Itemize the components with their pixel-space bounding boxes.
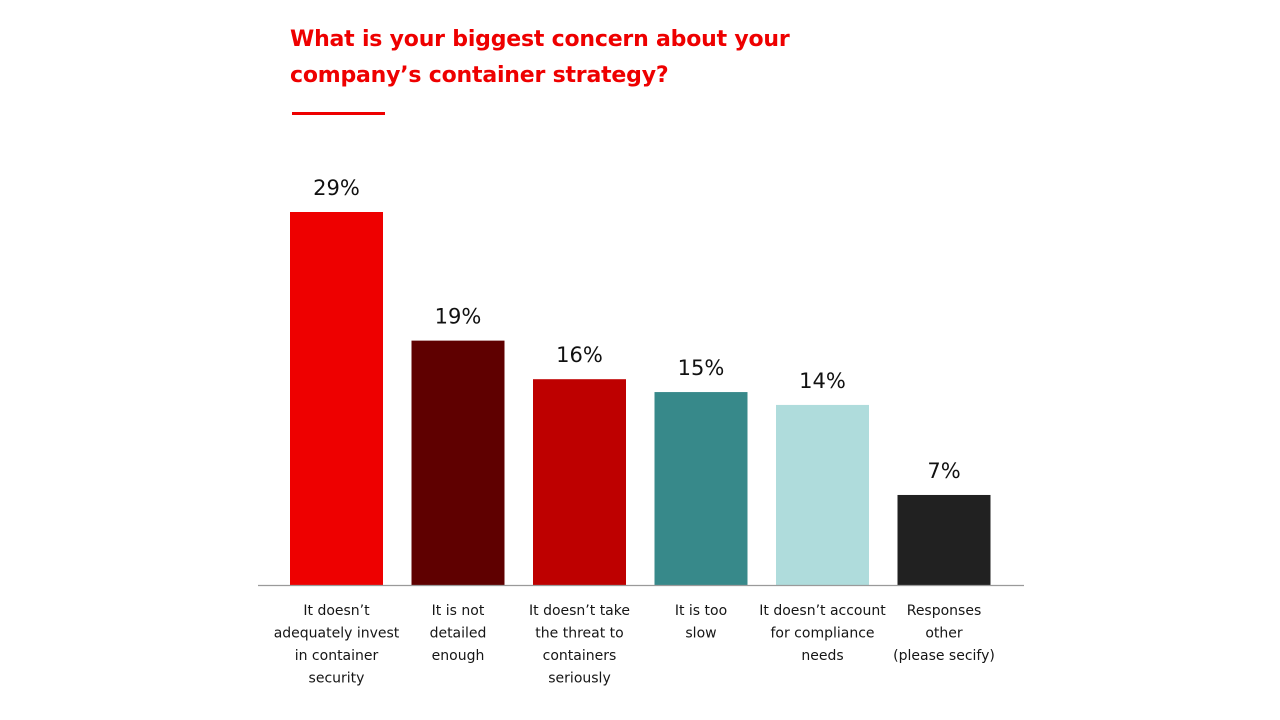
category-label-line: It is too — [675, 603, 727, 619]
category-label-line: the threat to — [535, 626, 623, 642]
category-label-line: containers — [543, 648, 617, 664]
category-label-line: enough — [432, 648, 485, 664]
category-label-line: other — [925, 626, 963, 642]
bar-4 — [654, 392, 748, 585]
bar-5 — [776, 404, 869, 585]
category-label-line: security — [309, 671, 365, 687]
category-label-line: It doesn’t — [303, 603, 370, 619]
value-label-6: 7% — [927, 459, 960, 483]
bar-2 — [411, 340, 505, 585]
bar-3 — [533, 379, 626, 585]
category-label-line: in container — [295, 648, 379, 664]
category-label-line: It is not — [432, 603, 485, 619]
category-label-line: slow — [685, 626, 716, 642]
category-label-3: It doesn’t take the threat to containers se… — [529, 603, 630, 687]
value-label-1: 29% — [313, 176, 360, 200]
category-label-line: It doesn’t account — [759, 603, 886, 619]
category-label-6: Responses other (please secify) — [893, 603, 995, 664]
category-label-4: It is too slow — [675, 603, 727, 642]
category-label-1: It doesn’t adequately invest in container s… — [274, 603, 400, 687]
value-label-5: 14% — [799, 369, 846, 393]
value-label-2: 19% — [435, 305, 482, 329]
category-label-line: adequately invest — [274, 626, 400, 642]
category-label-line: (please secify) — [893, 648, 995, 664]
category-label-line: for compliance — [770, 626, 874, 642]
category-label-line: needs — [801, 648, 843, 664]
bar-1 — [290, 212, 383, 585]
category-label-line: detailed — [430, 626, 487, 642]
chart-title: What is your biggest concern about your … — [290, 27, 790, 88]
category-label-line: seriously — [548, 671, 610, 687]
value-label-3: 16% — [556, 343, 603, 367]
category-label-5: It doesn’t account for compliance needs — [759, 603, 886, 664]
value-label-4: 15% — [678, 356, 725, 380]
bar-6 — [897, 494, 991, 585]
title-underline — [292, 112, 385, 115]
category-label-line: Responses — [907, 603, 982, 619]
category-label-line: It doesn’t take — [529, 603, 630, 619]
category-label-2: It is not detailed enough — [430, 603, 487, 664]
